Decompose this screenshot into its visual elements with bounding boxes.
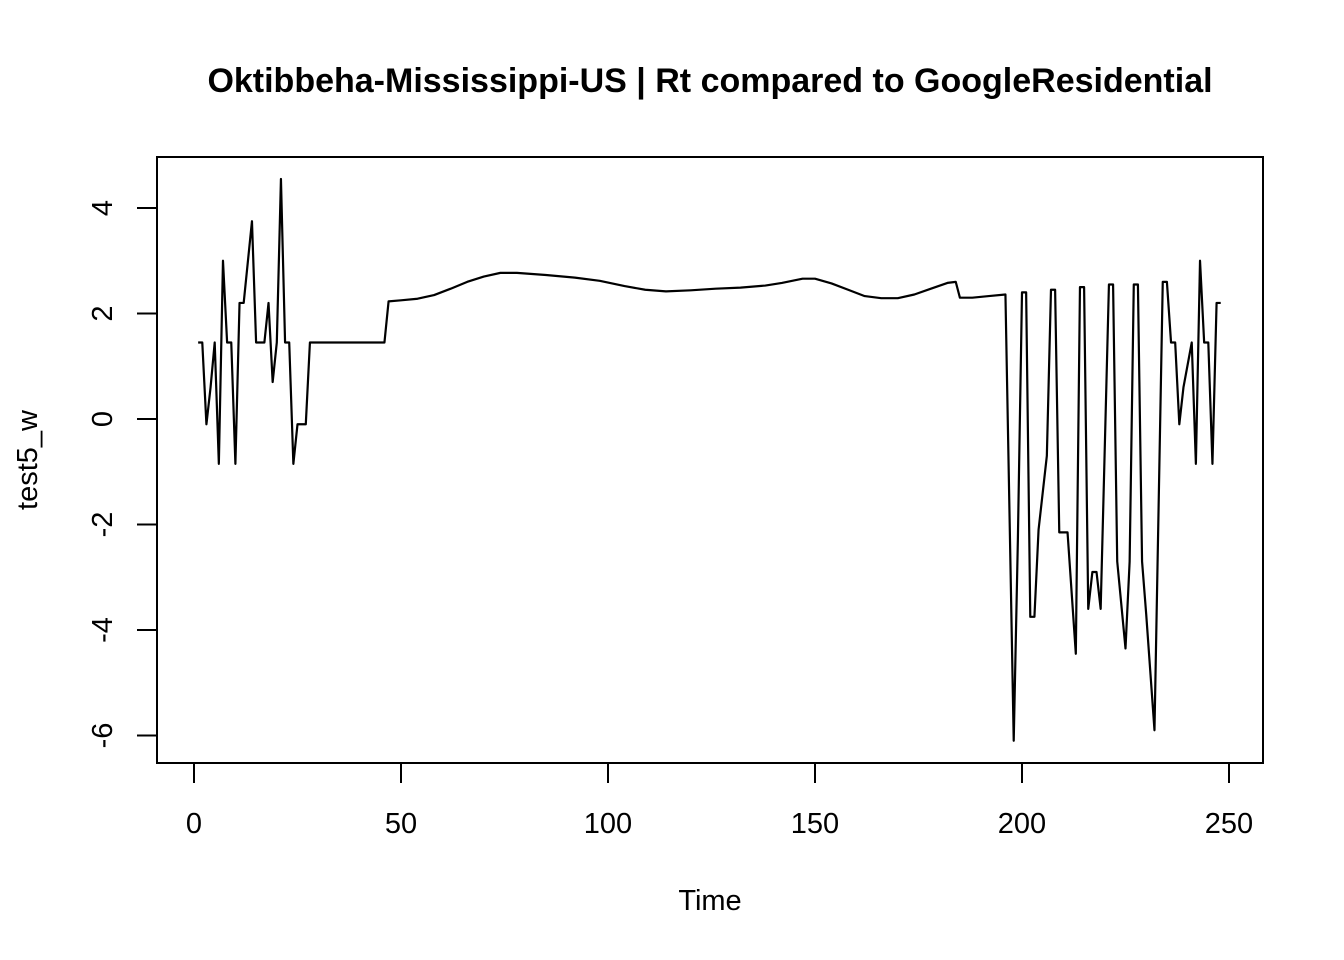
y-tick-label: -6 (87, 723, 119, 749)
plot-frame (156, 156, 1264, 764)
x-tick-label: 150 (791, 808, 839, 840)
y-tick-label: -4 (87, 617, 119, 643)
series-line (198, 177, 1221, 742)
chart-title: Oktibbeha-Mississippi-US | Rt compared t… (207, 62, 1212, 100)
x-tick-label: 100 (584, 808, 632, 840)
y-tick-label: 0 (87, 411, 119, 427)
y-axis-label: test5_w (12, 409, 44, 510)
y-axis: -6 -4 -2 0 2 4 (87, 200, 158, 749)
y-tick-label: 2 (87, 305, 119, 321)
x-tick-label: 50 (385, 808, 417, 840)
y-tick-label: 4 (87, 200, 119, 216)
x-axis: 0 50 100 150 200 250 (186, 762, 1253, 840)
x-tick-label: 0 (186, 808, 202, 840)
x-tick-label: 250 (1205, 808, 1253, 840)
x-axis-label: Time (678, 885, 741, 917)
x-tick-label: 200 (998, 808, 1046, 840)
y-tick-label: -2 (87, 512, 119, 538)
